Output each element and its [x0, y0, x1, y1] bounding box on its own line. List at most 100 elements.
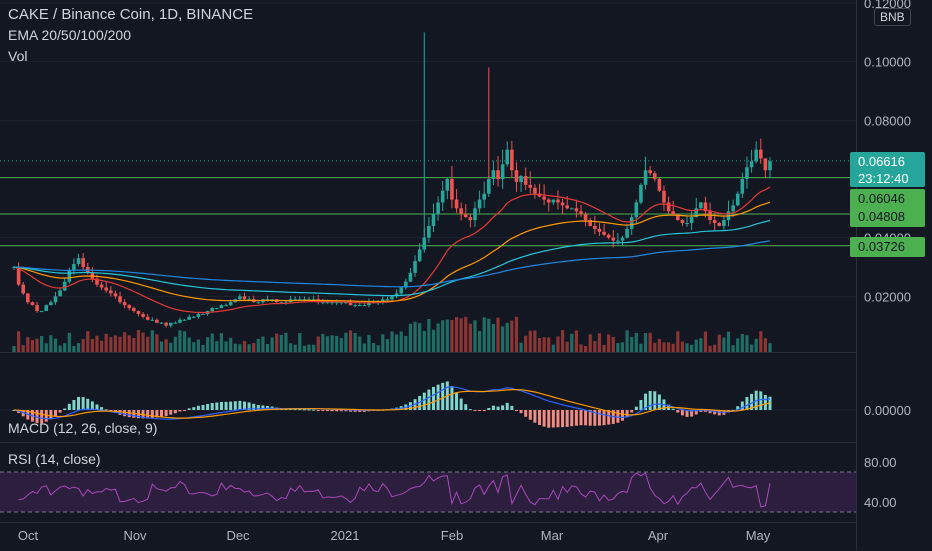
- time-axis-label: Oct: [18, 528, 39, 543]
- candle-body: [745, 167, 749, 179]
- candle-body: [21, 284, 26, 294]
- current-price-value: 0.06616: [858, 154, 905, 169]
- volume-bar: [302, 345, 307, 352]
- volume-bar: [597, 333, 602, 352]
- candle-body: [482, 193, 486, 200]
- macd-histogram-bar: [35, 410, 39, 424]
- currency-badge[interactable]: BNB: [874, 8, 911, 26]
- candle-body: [689, 217, 694, 223]
- volume-bar: [510, 320, 514, 352]
- macd-histogram-bar: [127, 410, 131, 418]
- volume-bar: [454, 317, 459, 352]
- volume-bar: [206, 337, 210, 352]
- ema50-line: [13, 201, 771, 303]
- macd-histogram-bar: [150, 410, 154, 418]
- volume-bar: [95, 335, 99, 352]
- volume-bar: [487, 318, 491, 352]
- rsi-legend[interactable]: RSI (14, close): [8, 451, 101, 467]
- macd-histogram-bar: [63, 408, 67, 410]
- macd-histogram-bar: [639, 399, 643, 410]
- macd-histogram-bar: [100, 407, 104, 410]
- macd-histogram-bar: [588, 410, 592, 426]
- candle-body: [16, 267, 21, 285]
- price-tick-label: 0.02000: [864, 289, 911, 304]
- macd-histogram-bar: [464, 404, 468, 410]
- time-axis-label: Apr: [648, 528, 669, 543]
- volume-bar: [187, 337, 191, 352]
- volume-bar: [196, 339, 200, 352]
- macd-histogram-bar: [261, 405, 265, 410]
- macd-legend[interactable]: MACD (12, 26, close, 9): [8, 420, 158, 436]
- volume-bar: [620, 342, 625, 352]
- candle-body: [219, 305, 224, 309]
- candle-body: [95, 278, 99, 285]
- macd-histogram-bar: [146, 410, 150, 419]
- time-axis-label: Mar: [541, 528, 564, 543]
- volume-bar: [726, 331, 731, 352]
- candle-body: [224, 305, 228, 307]
- macd-histogram-bar: [316, 410, 320, 411]
- volume-bar: [524, 335, 528, 352]
- price-axis[interactable]: [856, 0, 932, 550]
- candle-body: [505, 149, 510, 165]
- macd-histogram-bar: [118, 410, 122, 415]
- candle-body: [298, 299, 302, 301]
- volume-bar: [265, 343, 270, 352]
- candle-body: [454, 199, 459, 209]
- volume-bar: [436, 323, 440, 352]
- volume-bar: [588, 334, 592, 352]
- volume-legend[interactable]: Vol: [8, 48, 28, 64]
- macd-histogram-bar: [307, 409, 311, 411]
- volume-bar: [459, 318, 463, 352]
- macd-histogram-bar: [510, 405, 514, 410]
- candle-body: [265, 299, 270, 301]
- volume-bar: [694, 339, 698, 352]
- candle-body: [551, 199, 556, 203]
- time-axis-label: Dec: [226, 528, 250, 543]
- candle-body: [754, 149, 758, 162]
- macd-histogram-bar: [431, 386, 435, 410]
- macd-histogram-bar: [653, 391, 657, 410]
- volume-bar: [491, 324, 496, 352]
- candle-body: [270, 299, 274, 301]
- volume-bar: [399, 331, 403, 352]
- candle-body: [510, 149, 514, 171]
- volume-bar: [307, 344, 311, 352]
- volume-bar: [662, 342, 666, 352]
- macd-histogram-bar: [607, 410, 611, 425]
- volume-bar: [468, 323, 472, 352]
- volume-bar: [353, 333, 357, 352]
- volume-bar: [344, 332, 348, 352]
- candle-body: [357, 305, 362, 307]
- macd-histogram-bar: [210, 402, 214, 410]
- volume-bar: [381, 334, 385, 352]
- volume-bar: [358, 336, 362, 352]
- macd-histogram-bar: [44, 410, 48, 422]
- volume-bar: [740, 334, 744, 352]
- volume-bar: [685, 343, 689, 352]
- volume-bar: [53, 338, 58, 352]
- volume-bar: [745, 335, 749, 352]
- macd-histogram-bar: [164, 410, 168, 417]
- candle-body: [390, 296, 394, 300]
- candle-body: [367, 302, 371, 306]
- volume-bar: [26, 337, 30, 352]
- time-axis[interactable]: [0, 522, 856, 551]
- pane-divider-rsi[interactable]: [0, 442, 856, 443]
- volume-bar: [159, 341, 164, 352]
- candle-body: [284, 302, 288, 304]
- pane-divider-macd[interactable]: [0, 352, 856, 353]
- ema-legend[interactable]: EMA 20/50/100/200: [8, 27, 131, 43]
- time-axis-label: 2021: [331, 528, 360, 543]
- candle-body: [523, 176, 528, 185]
- candle-body: [648, 170, 652, 174]
- candle-body: [196, 313, 201, 317]
- macd-histogram-bar: [173, 410, 177, 414]
- macd-histogram-bar: [478, 410, 482, 411]
- candle-body: [560, 202, 565, 206]
- candle-body: [58, 290, 62, 297]
- candle-body: [330, 302, 334, 304]
- level-label-3: 0.03726: [850, 237, 925, 257]
